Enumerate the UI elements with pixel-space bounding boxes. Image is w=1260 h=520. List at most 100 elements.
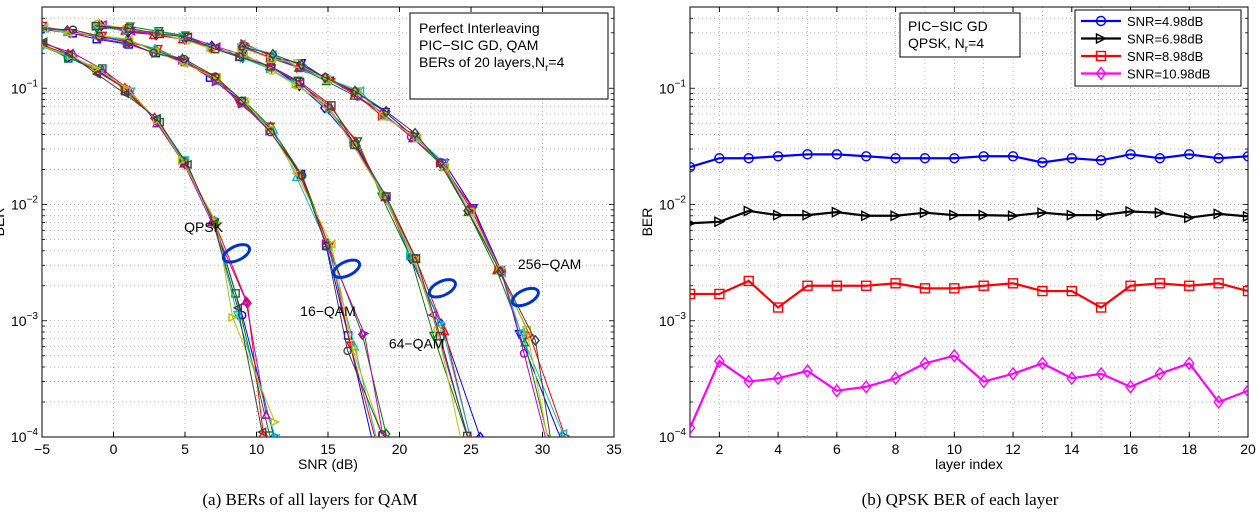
series-line xyxy=(97,23,461,437)
data-point xyxy=(42,25,44,32)
data-point xyxy=(743,153,754,164)
data-point xyxy=(1095,366,1107,381)
annotation-label: 64−QAM xyxy=(389,335,445,351)
data-point xyxy=(919,207,932,219)
data-point xyxy=(210,44,220,54)
x-tick-label: 14 xyxy=(1064,441,1080,457)
data-point xyxy=(436,318,447,328)
data-point xyxy=(182,159,192,170)
data-point xyxy=(1007,366,1019,381)
y-tick-label: 10−1 xyxy=(11,78,38,96)
data-point xyxy=(261,409,271,419)
legend-marker xyxy=(1095,66,1107,81)
data-point xyxy=(1184,280,1195,291)
data-point xyxy=(860,379,872,394)
x-axis-label: SNR (dB) xyxy=(298,456,358,472)
data-point xyxy=(520,337,530,347)
data-point xyxy=(563,450,570,457)
legend-marker xyxy=(1095,15,1107,27)
data-point xyxy=(1154,207,1166,219)
x-tick-label: 25 xyxy=(463,441,479,457)
y-tick-label: 10−1 xyxy=(659,78,686,96)
legend-item: SNR=10.98dB xyxy=(1081,67,1210,82)
data-point xyxy=(267,54,276,64)
data-point xyxy=(151,113,161,124)
data-point xyxy=(42,25,45,28)
data-point xyxy=(890,210,902,222)
data-point xyxy=(1213,208,1225,220)
data-point xyxy=(948,348,960,363)
data-point xyxy=(1037,285,1048,297)
data-point xyxy=(1095,209,1108,221)
data-point xyxy=(357,328,367,341)
data-point xyxy=(802,209,814,221)
chart-panel-a: −5 0 5 10 15 20 25 30 35 10−4 10−3 10−2 10−1 SNR (dB)… xyxy=(0,6,622,472)
data-point xyxy=(919,356,931,371)
x-tick-label: 2 xyxy=(715,441,723,457)
data-point xyxy=(155,29,164,39)
x-tick-label: 10 xyxy=(947,441,963,457)
series-line xyxy=(42,41,263,433)
data-point xyxy=(93,19,102,29)
x-tick-label: 30 xyxy=(535,441,551,457)
data-point xyxy=(378,459,385,466)
data-point xyxy=(268,48,278,61)
info-box-line: BERs of 20 layers,Nr=4 xyxy=(419,54,565,74)
y-tick-label: 10−2 xyxy=(11,195,38,213)
x-tick-label: 12 xyxy=(1005,441,1021,457)
info-box xyxy=(409,12,609,100)
data-point xyxy=(772,151,784,162)
data-point xyxy=(124,38,133,47)
legend-label: SNR=4.98dB xyxy=(1127,14,1203,29)
data-point xyxy=(149,48,158,58)
data-point xyxy=(435,157,445,170)
data-point xyxy=(1095,155,1107,166)
data-point xyxy=(208,218,218,229)
data-point xyxy=(949,283,960,294)
legend-label: SNR=8.98dB xyxy=(1127,49,1203,64)
data-point xyxy=(743,374,755,389)
data-point xyxy=(354,86,365,96)
data-point xyxy=(353,87,363,96)
data-point xyxy=(435,331,445,341)
plot-area xyxy=(42,18,571,466)
info-box-line: PIC−SIC GD, QAM xyxy=(419,37,538,53)
data-point xyxy=(890,278,901,289)
data-point xyxy=(831,206,843,218)
data-point xyxy=(473,457,480,464)
data-point xyxy=(91,63,102,74)
x-tick-label: 16 xyxy=(1123,441,1139,457)
annotation-label: QPSK xyxy=(184,219,224,235)
data-point xyxy=(178,156,188,166)
x-tick-label: 15 xyxy=(320,441,336,457)
series-line xyxy=(690,354,1248,429)
data-point xyxy=(350,85,360,97)
data-point xyxy=(321,242,331,251)
data-point xyxy=(263,61,273,71)
data-point xyxy=(350,140,359,149)
data-point xyxy=(373,457,380,464)
chart-panel-b: 2 4 6 8 10 12 14 16 18 20 10−4 10−3 10−2 10−1 layer in… xyxy=(639,6,1256,472)
data-point xyxy=(690,420,696,435)
annotation-label: 256−QAM xyxy=(518,256,581,272)
data-point xyxy=(266,127,275,137)
series-line xyxy=(42,43,271,436)
data-point xyxy=(802,363,813,378)
data-point xyxy=(772,302,784,313)
legend-item: SNR=8.98dB xyxy=(1081,49,1203,64)
data-point xyxy=(320,71,330,84)
y-tick-label: 10−3 xyxy=(659,311,686,329)
x-tick-label: 5 xyxy=(181,441,189,457)
data-point xyxy=(890,153,901,164)
data-point xyxy=(978,280,989,291)
data-point xyxy=(91,21,101,31)
data-point xyxy=(1125,280,1136,291)
data-point xyxy=(1213,395,1225,410)
data-point xyxy=(293,59,302,68)
data-point xyxy=(557,428,568,437)
series-qpsk-group xyxy=(42,37,281,437)
data-point xyxy=(42,44,44,46)
data-point xyxy=(519,349,529,358)
data-point xyxy=(343,346,352,356)
data-point xyxy=(772,209,785,221)
